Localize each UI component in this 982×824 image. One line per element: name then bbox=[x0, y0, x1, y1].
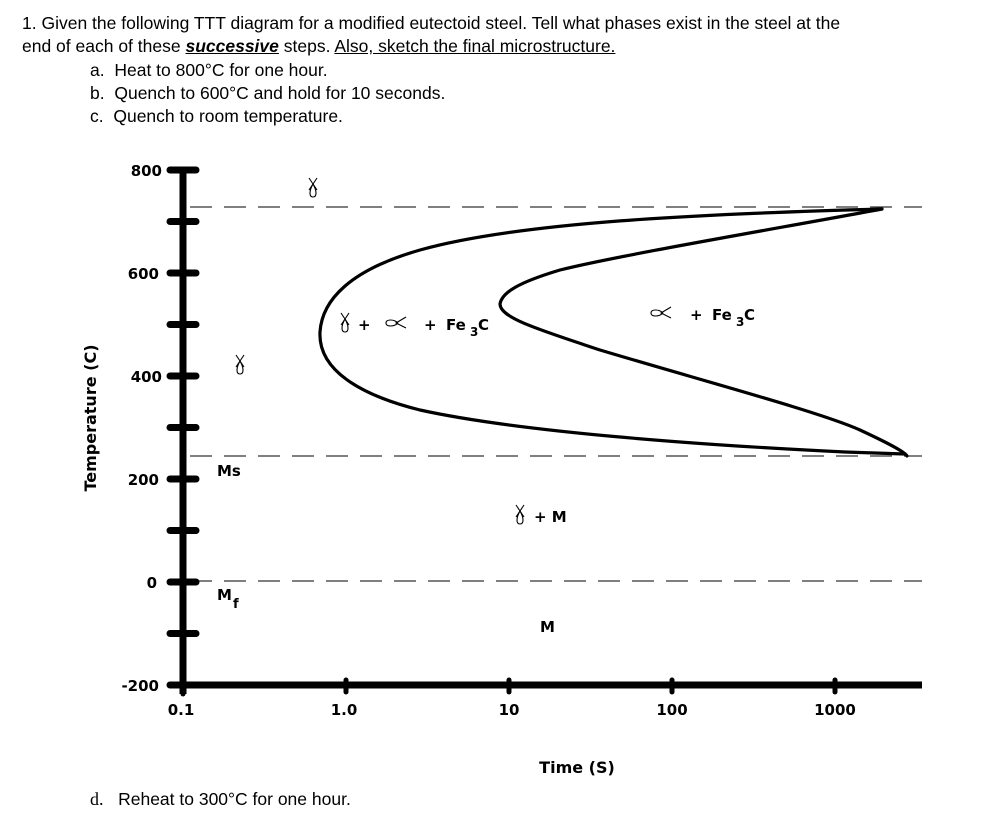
question-line-2-prefix: end of each of these bbox=[22, 36, 186, 56]
question-line-1: 1. Given the following TTT diagram for a… bbox=[22, 13, 841, 33]
step-d-letter: d. bbox=[90, 789, 104, 809]
y-tick-400: 400 bbox=[131, 368, 162, 386]
alpha-symbol bbox=[385, 316, 407, 329]
svg-text:Fe: Fe bbox=[446, 316, 466, 334]
label-alpha-fe3c: + Fe 3 C bbox=[650, 306, 755, 329]
step-c-letter: c. bbox=[90, 106, 104, 126]
step-a: a. Heat to 800°C for one hour. bbox=[90, 59, 328, 81]
svg-text:3: 3 bbox=[736, 315, 744, 329]
question-line-2-mid: steps. bbox=[278, 36, 335, 56]
step-d: d. Reheat to 300°C for one hour. bbox=[90, 788, 351, 810]
alpha-symbol bbox=[650, 306, 672, 319]
svg-text:C: C bbox=[744, 306, 755, 324]
y-tick-200: 200 bbox=[128, 471, 159, 489]
x-axis-title: Time (S) bbox=[539, 758, 615, 777]
y-tick-0: 0 bbox=[147, 574, 157, 592]
gamma-symbol bbox=[340, 312, 350, 333]
x-tick-0.1: 0.1 bbox=[168, 701, 195, 719]
label-gamma-top bbox=[308, 177, 318, 198]
x-tick-1000: 1000 bbox=[814, 701, 856, 719]
svg-text:+: + bbox=[690, 306, 703, 324]
svg-text:C: C bbox=[478, 316, 489, 334]
step-a-text: Heat to 800°C for one hour. bbox=[114, 60, 328, 80]
x-axis-ticks bbox=[180, 677, 838, 697]
svg-text:3: 3 bbox=[470, 325, 478, 339]
svg-text:f: f bbox=[233, 597, 239, 612]
x-tick-100: 100 bbox=[656, 701, 687, 719]
step-b-text: Quench to 600°C and hold for 10 seconds. bbox=[114, 83, 446, 103]
transformation-start-curve bbox=[318, 207, 907, 456]
svg-text:+: + bbox=[358, 316, 371, 334]
y-tick-800: 800 bbox=[131, 162, 162, 180]
y-axis: 800 600 400 200 0 -200 Temperature (C) bbox=[81, 162, 200, 695]
y-tick-minus-200: -200 bbox=[121, 677, 159, 695]
step-a-letter: a. bbox=[90, 60, 105, 80]
label-ms: Ms bbox=[217, 462, 241, 480]
label-gamma-martensite: + M bbox=[515, 504, 567, 526]
sketch-instruction: Also, sketch the final microstructure. bbox=[334, 36, 616, 56]
svg-text:+ M: + M bbox=[534, 508, 567, 526]
label-gamma-alpha-fe3c: + + Fe 3 C bbox=[340, 312, 489, 339]
label-martensite: M bbox=[540, 618, 555, 636]
step-c-text: Quench to room temperature. bbox=[113, 106, 343, 126]
step-c: c. Quench to room temperature. bbox=[90, 105, 343, 127]
y-tick-600: 600 bbox=[128, 265, 159, 283]
successive-emphasis: successive bbox=[185, 36, 279, 56]
svg-text:M: M bbox=[217, 586, 232, 604]
svg-text:+: + bbox=[424, 316, 437, 334]
y-axis-ticks bbox=[166, 166, 200, 689]
x-axis: 0.1 1.0 10 100 1000 Time (S) bbox=[168, 677, 922, 777]
label-mf: M f bbox=[217, 586, 239, 612]
step-b-letter: b. bbox=[90, 83, 105, 103]
label-gamma-left bbox=[235, 354, 245, 375]
x-tick-1.0: 1.0 bbox=[331, 701, 358, 719]
x-tick-10: 10 bbox=[499, 701, 520, 719]
question-line-2: end of each of these successive steps. A… bbox=[22, 35, 615, 57]
step-d-text: Reheat to 300°C for one hour. bbox=[118, 789, 351, 809]
transformation-finish-curve bbox=[498, 207, 909, 458]
svg-text:Fe: Fe bbox=[712, 306, 732, 324]
y-axis-title: Temperature (C) bbox=[81, 344, 100, 491]
step-b: b. Quench to 600°C and hold for 10 secon… bbox=[90, 82, 445, 104]
gamma-symbol bbox=[515, 504, 525, 525]
